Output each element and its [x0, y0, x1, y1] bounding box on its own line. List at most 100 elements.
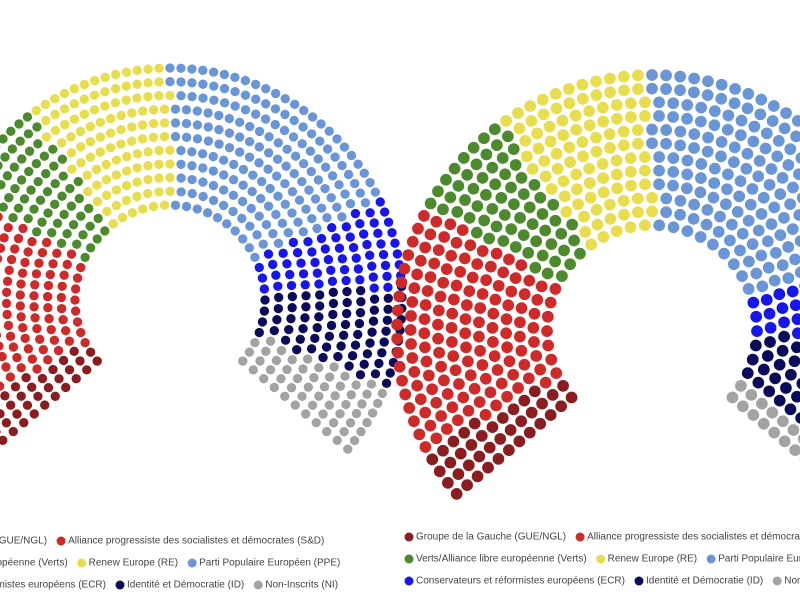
seat — [597, 115, 610, 128]
seat — [154, 77, 164, 87]
seat — [576, 92, 589, 105]
seat — [446, 401, 459, 414]
seat — [422, 369, 435, 382]
seat — [346, 390, 356, 400]
seat — [138, 204, 148, 214]
seat — [526, 218, 539, 231]
seat — [364, 250, 375, 260]
seat — [271, 209, 281, 220]
seat — [78, 230, 88, 240]
seat — [222, 219, 232, 229]
seat — [14, 119, 24, 129]
seat — [2, 309, 12, 320]
seat — [660, 192, 673, 205]
seat — [181, 105, 192, 115]
seat — [377, 348, 387, 358]
seat — [255, 356, 265, 366]
seat — [116, 110, 126, 121]
seat — [165, 172, 175, 183]
seat — [159, 118, 170, 128]
seat — [459, 313, 472, 326]
seat — [502, 130, 514, 143]
seat — [618, 208, 630, 221]
seat — [509, 272, 522, 284]
seat — [43, 208, 53, 218]
seat — [0, 254, 3, 263]
seat — [148, 118, 159, 129]
seat — [722, 109, 735, 122]
seat — [1, 298, 12, 309]
seat — [159, 104, 170, 114]
seat — [408, 366, 421, 378]
seat — [467, 141, 480, 154]
seat — [373, 398, 383, 409]
seat — [82, 365, 92, 375]
seat — [292, 247, 303, 258]
seat — [778, 435, 791, 448]
seat — [541, 325, 553, 337]
seat — [667, 179, 679, 192]
seat — [707, 191, 720, 204]
seat — [59, 209, 69, 220]
seat — [344, 361, 354, 371]
seat — [2, 276, 13, 286]
seat — [646, 123, 658, 136]
seat — [660, 206, 672, 219]
seat — [653, 219, 666, 232]
seat — [780, 382, 792, 394]
seat — [474, 344, 486, 357]
seat — [339, 427, 349, 437]
seat — [543, 120, 556, 133]
seat — [509, 159, 522, 171]
legend-label: Renew Europe (RE) — [89, 558, 178, 569]
seat — [270, 104, 281, 114]
legend-label: Verts/Alliance libre européenne (Verts) — [416, 554, 587, 565]
seat — [176, 63, 186, 73]
seat — [564, 156, 576, 168]
seat — [198, 93, 208, 103]
seat — [512, 382, 524, 394]
seat — [432, 244, 445, 256]
seat — [404, 324, 417, 336]
seat — [240, 90, 251, 100]
seat — [154, 63, 164, 73]
seat — [572, 198, 584, 211]
seat — [53, 345, 64, 356]
seat — [89, 75, 100, 86]
seat — [355, 188, 365, 198]
seat — [752, 170, 765, 183]
seat — [471, 470, 484, 483]
seat — [70, 295, 80, 305]
seat — [557, 175, 570, 187]
seat — [132, 191, 142, 202]
seat — [721, 123, 734, 136]
seat — [29, 302, 39, 312]
seat — [729, 83, 741, 95]
seat — [261, 346, 271, 357]
seat — [795, 412, 800, 424]
seat — [359, 229, 369, 239]
legend-label: Non-Inscrits (NI) — [784, 576, 800, 587]
seat — [765, 218, 778, 231]
seat — [539, 224, 552, 237]
legend-marker — [187, 558, 197, 568]
legend-label: Non-Inscrits (NI) — [265, 580, 338, 591]
seat — [353, 159, 363, 169]
party-seats — [726, 379, 800, 461]
seat — [350, 178, 360, 189]
seat — [327, 276, 338, 286]
seat — [528, 385, 541, 398]
seat — [458, 426, 471, 439]
seat — [170, 104, 181, 114]
seat — [79, 109, 89, 119]
seat — [547, 198, 560, 211]
seat — [461, 479, 473, 492]
seat — [15, 301, 25, 311]
seat — [667, 166, 680, 178]
seat — [273, 303, 284, 314]
seat — [301, 204, 311, 214]
seat — [483, 232, 495, 245]
seat — [41, 115, 51, 126]
seat — [31, 105, 41, 116]
seat — [290, 151, 301, 161]
